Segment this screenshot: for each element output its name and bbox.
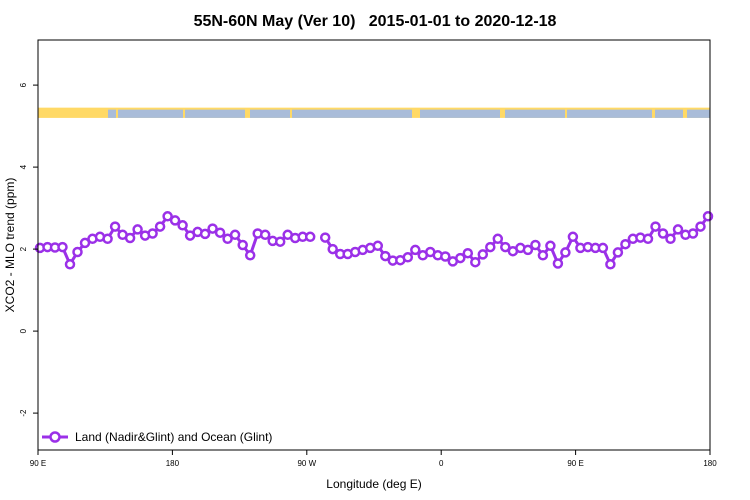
y-tick-label: -2 xyxy=(19,409,28,417)
data-point xyxy=(410,244,421,256)
data-point xyxy=(372,240,384,252)
ocean-segment xyxy=(250,109,290,118)
data-point xyxy=(79,237,91,249)
data-point xyxy=(560,247,571,258)
data-point xyxy=(455,252,466,264)
y-axis: -2 0 2 4 6 xyxy=(19,82,38,417)
data-point xyxy=(612,247,624,258)
x-tick-label: 0 xyxy=(439,459,444,468)
data-point xyxy=(642,233,654,245)
data-point xyxy=(650,221,661,232)
ocean-segment xyxy=(567,109,652,118)
data-point xyxy=(537,250,549,261)
data-point xyxy=(154,221,166,232)
data-point xyxy=(462,247,474,259)
data-point xyxy=(214,227,226,238)
x-tick-label: 90 E xyxy=(30,459,46,468)
ocean-segment xyxy=(118,109,183,118)
data-point xyxy=(695,221,706,232)
data-point xyxy=(132,224,143,235)
data-point xyxy=(72,246,83,258)
data-point xyxy=(440,251,451,262)
data-point xyxy=(102,233,113,245)
data-point xyxy=(244,250,256,261)
ocean-segment xyxy=(185,109,245,118)
series-line xyxy=(39,214,710,266)
x-axis: 90 E 180 90 W 0 90 E 180 xyxy=(30,450,717,468)
data-point xyxy=(304,231,316,243)
data-point xyxy=(500,241,511,253)
y-tick-label: 6 xyxy=(19,82,28,87)
data-point xyxy=(470,256,481,268)
y-axis-label: XCO2 - MLO trend (ppm) xyxy=(3,178,17,313)
data-point xyxy=(477,249,489,260)
ocean-segment xyxy=(292,109,412,118)
data-point xyxy=(124,232,136,244)
x-tick-label: 90 W xyxy=(297,459,316,468)
ocean-segment xyxy=(505,109,565,118)
ocean-segment xyxy=(108,109,116,118)
legend-marker xyxy=(49,431,61,443)
data-point xyxy=(177,220,188,231)
data-point xyxy=(657,228,669,239)
data-point xyxy=(605,259,616,270)
data-point xyxy=(274,236,286,247)
data-point xyxy=(319,232,331,243)
data-point xyxy=(687,228,699,239)
data-point xyxy=(109,221,121,232)
plot-frame xyxy=(37,39,711,451)
data-point xyxy=(57,241,68,253)
data-point xyxy=(492,233,504,245)
ocean-segment xyxy=(420,109,500,118)
data-point xyxy=(522,244,534,256)
data-point xyxy=(620,238,631,250)
data-point xyxy=(567,231,579,243)
data-point xyxy=(485,241,496,253)
x-tick-label: 180 xyxy=(166,459,180,468)
data-point xyxy=(222,233,233,245)
data-point xyxy=(402,252,414,263)
legend-label: Land (Nadir&Glint) and Ocean (Glint) xyxy=(75,430,272,444)
data-point xyxy=(552,258,564,269)
data-point xyxy=(327,243,338,255)
x-axis-label: Longitude (deg E) xyxy=(326,477,421,491)
y-tick-label: 4 xyxy=(19,164,28,169)
data-point xyxy=(597,242,609,254)
data-point xyxy=(64,259,76,270)
data-point xyxy=(207,223,218,234)
data-point xyxy=(229,229,241,241)
ocean-segment xyxy=(655,109,683,118)
data-point xyxy=(702,211,714,222)
data-point xyxy=(169,215,181,226)
data-point xyxy=(259,229,271,241)
data-point xyxy=(237,239,248,251)
data-point xyxy=(545,240,556,252)
legend: Land (Nadir&Glint) and Ocean (Glint) xyxy=(42,430,272,444)
x-tick-label: 90 E xyxy=(567,459,583,468)
ocean-segment xyxy=(687,109,710,118)
data-point xyxy=(530,239,541,251)
data-point xyxy=(162,211,173,222)
y-tick-label: 2 xyxy=(19,246,28,251)
chart-title: 55N-60N May (Ver 10) 2015-01-01 to 2020-… xyxy=(194,13,557,30)
y-tick-label: 0 xyxy=(19,328,28,333)
data-point xyxy=(665,233,676,245)
data-point xyxy=(380,250,391,262)
data-point xyxy=(147,228,158,239)
data-point xyxy=(199,228,211,240)
x-tick-label: 180 xyxy=(703,459,717,468)
map-strip xyxy=(38,107,710,118)
data-point xyxy=(672,224,684,235)
series-layer xyxy=(34,211,714,270)
